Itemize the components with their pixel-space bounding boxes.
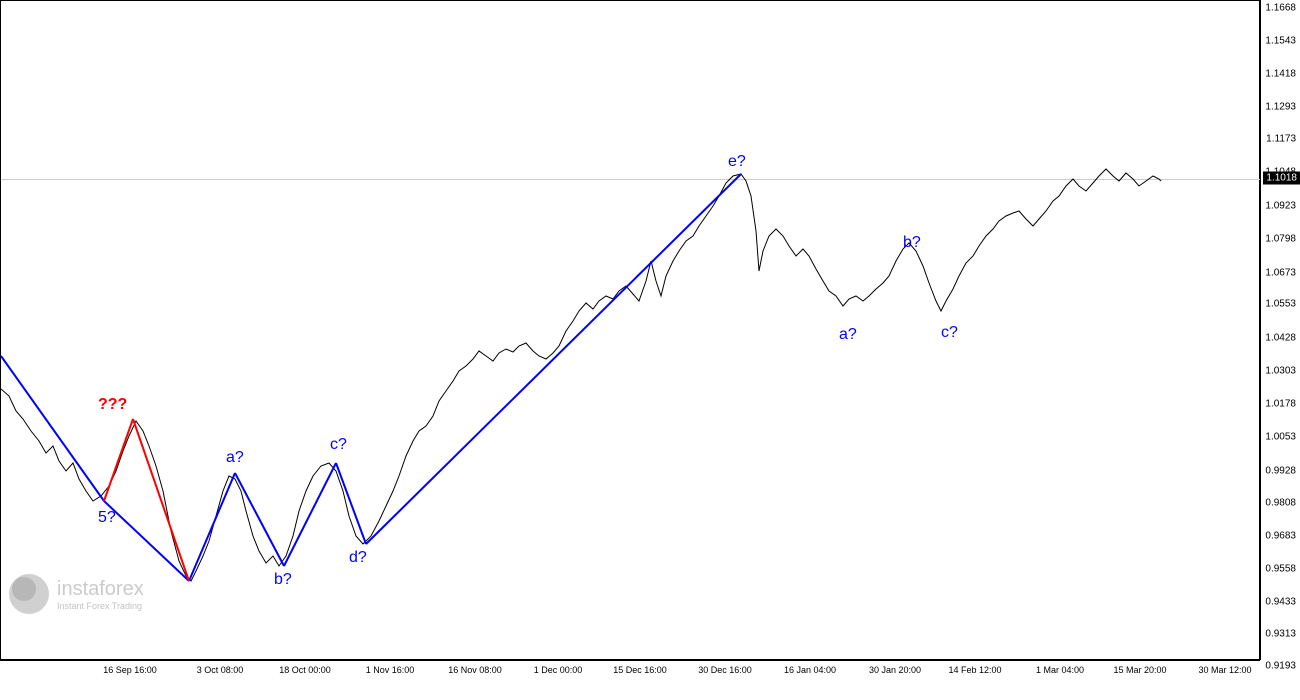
x-tick-label: 1 Dec 00:00	[534, 665, 583, 675]
watermark-brand: instaforex	[57, 578, 144, 600]
x-tick-label: 30 Mar 12:00	[1198, 665, 1251, 675]
wave-label: c?	[330, 436, 347, 454]
y-tick-label: 0.9808	[1265, 498, 1296, 509]
y-tick-label: 1.0553	[1265, 299, 1296, 310]
wave-label: e?	[728, 153, 746, 171]
y-tick-label: 0.9928	[1265, 466, 1296, 477]
y-tick-label: 0.9683	[1265, 531, 1296, 542]
y-tick-label: 1.0053	[1265, 432, 1296, 443]
chart-svg	[1, 1, 1261, 661]
y-tick-label: 1.0303	[1265, 366, 1296, 377]
x-tick-label: 1 Nov 16:00	[366, 665, 415, 675]
y-tick-label: 1.1418	[1265, 69, 1296, 80]
y-tick-label: 1.1543	[1265, 36, 1296, 47]
y-tick-label: 0.9313	[1265, 629, 1296, 640]
y-tick-label: 1.1668	[1265, 3, 1296, 14]
wave-label: 5?	[98, 509, 116, 527]
x-tick-label: 16 Jan 04:00	[784, 665, 836, 675]
watermark: instaforex Instant Forex Trading	[9, 574, 144, 614]
current-price-marker: 1.1018	[1263, 172, 1300, 185]
x-tick-label: 18 Oct 00:00	[279, 665, 331, 675]
x-tick-label: 3 Oct 08:00	[197, 665, 244, 675]
x-tick-label: 30 Jan 20:00	[869, 665, 921, 675]
wave-label: d?	[349, 549, 367, 567]
wave-label: a?	[226, 449, 244, 467]
y-tick-label: 1.0923	[1265, 201, 1296, 212]
x-tick-label: 14 Feb 12:00	[948, 665, 1001, 675]
x-tick-label: 30 Dec 16:00	[698, 665, 752, 675]
x-tick-label: 16 Nov 08:00	[448, 665, 502, 675]
x-tick-label: 16 Sep 16:00	[103, 665, 157, 675]
x-tick-label: 15 Dec 16:00	[613, 665, 667, 675]
y-tick-label: 1.0798	[1265, 234, 1296, 245]
watermark-tagline: Instant Forex Trading	[57, 601, 144, 611]
wave-label: ???	[98, 396, 127, 414]
wave-label: a?	[839, 326, 857, 344]
wave-label: b?	[274, 571, 292, 589]
y-tick-label: 0.9558	[1265, 564, 1296, 575]
watermark-icon	[9, 574, 49, 614]
x-axis: 16 Sep 16:00 3 Oct 08:00 18 Oct 00:00 1 Nov…	[0, 660, 1260, 700]
wave-label: c?	[941, 324, 958, 342]
y-axis: 1.16681.15431.14181.12931.11731.10481.09…	[1260, 0, 1300, 660]
y-tick-label: 0.9433	[1265, 597, 1296, 608]
x-tick-label: 15 Mar 20:00	[1113, 665, 1166, 675]
price-line	[1, 169, 1161, 581]
y-tick-label: 1.0673	[1265, 268, 1296, 279]
y-tick-label: 0.9193	[1265, 661, 1296, 672]
wave-label: b?	[903, 234, 921, 252]
y-tick-label: 1.1293	[1265, 102, 1296, 113]
y-tick-label: 1.1173	[1266, 134, 1296, 145]
elliott-wave-red	[104, 419, 189, 581]
y-tick-label: 1.0178	[1265, 399, 1296, 410]
chart-area: 5???? a? b? c? d? e? a? b? c? instaforex Instant…	[0, 0, 1260, 660]
x-tick-label: 1 Mar 04:00	[1036, 665, 1084, 675]
y-tick-label: 1.0428	[1265, 333, 1296, 344]
